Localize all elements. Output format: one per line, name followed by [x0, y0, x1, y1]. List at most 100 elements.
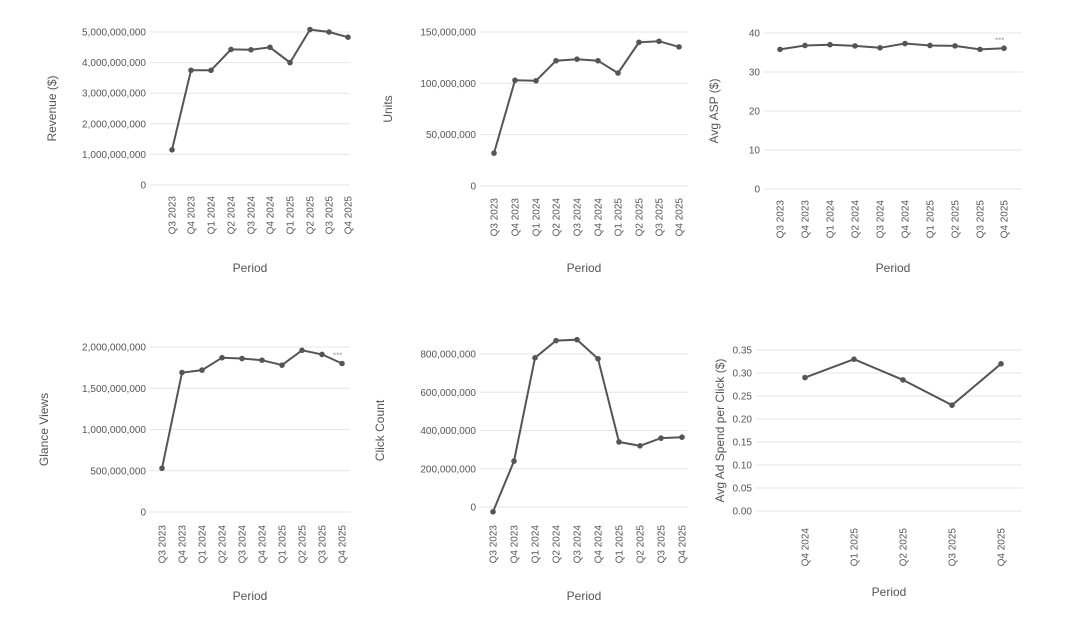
x-tick-label: Q3 2024 [238, 525, 249, 564]
y-tick-label: 2,000,000,000 [82, 119, 146, 130]
x-tick-label: Q3 2023 [158, 525, 169, 564]
data-point [326, 29, 332, 35]
data-point [532, 355, 538, 361]
data-point [307, 26, 313, 33]
x-tick-label: Q4 2024 [801, 528, 812, 567]
data-point [777, 46, 783, 53]
x-tick-label: Q2 2025 [635, 198, 646, 237]
x-tick-label: Q4 2024 [594, 525, 605, 564]
data-point [615, 70, 621, 76]
data-point [219, 354, 225, 361]
data-point [345, 34, 351, 41]
x-tick-label: Q1 2025 [926, 200, 937, 239]
x-tick-label: Q3 2023 [490, 198, 501, 237]
data-point [900, 377, 906, 383]
data-point [279, 362, 285, 368]
x-tick-label: Q3 2025 [318, 525, 329, 564]
y-tick-label: 3,000,000,000 [82, 89, 146, 100]
x-tick-label: Q1 2024 [532, 198, 543, 237]
x-tick-label: Q3 2025 [948, 528, 959, 567]
y-tick-label: 10 [749, 146, 761, 157]
data-point [319, 351, 325, 358]
data-point [179, 369, 185, 376]
data-point [902, 40, 908, 47]
x-tick-label: Q1 2025 [286, 196, 297, 235]
series-line [492, 338, 683, 513]
y-tick-label: 0 [470, 182, 476, 193]
data-point [228, 46, 234, 53]
data-point [553, 57, 559, 64]
y-tick-label: 0.20 [733, 415, 753, 426]
x-tick-label: Q4 2023 [178, 525, 189, 564]
x-tick-label: Q4 2023 [801, 200, 812, 239]
data-point [188, 67, 194, 74]
x-tick-label: Q2 2024 [851, 200, 862, 239]
data-point [802, 374, 808, 381]
y-tick-label: 0.10 [733, 461, 753, 472]
x-tick-label: Q4 2025 [675, 198, 686, 237]
y-tick-label: 500,000,000 [90, 466, 146, 477]
data-point [511, 458, 517, 464]
data-point [259, 357, 265, 364]
x-tick-label: Q3 2024 [573, 198, 584, 237]
data-point [199, 367, 205, 373]
y-axis-title: Units [381, 95, 395, 122]
y-axis-title: Avg Ad Spend per Click ($) [713, 359, 727, 503]
y-tick-label: 0.35 [733, 346, 753, 357]
series-line [493, 40, 680, 154]
data-point [574, 56, 580, 63]
x-tick-label: Q4 2023 [510, 525, 521, 564]
series-line [171, 28, 349, 151]
y-tick-label: 5,000,000,000 [82, 28, 146, 39]
data-point [676, 44, 682, 50]
data-point [208, 67, 214, 74]
y-tick-label: 30 [749, 68, 761, 79]
data-point [679, 434, 685, 440]
y-tick-label: 600,000,000 [420, 388, 476, 399]
y-tick-label: 0 [754, 185, 760, 196]
y-tick-label: 1,500,000,000 [82, 384, 146, 395]
series-line [161, 349, 343, 469]
x-tick-label: Q4 2023 [187, 196, 198, 235]
x-tick-label: Q3 2025 [655, 198, 666, 237]
x-tick-label: Q4 2024 [258, 525, 269, 564]
ellipsis-mark: ••• [333, 349, 342, 359]
data-point [248, 46, 254, 53]
x-tick-label: Q2 2024 [227, 196, 238, 235]
y-tick-label: 0.00 [733, 507, 753, 518]
x-tick-label: Q4 2025 [344, 196, 355, 235]
x-tick-label: Q2 2024 [218, 525, 229, 564]
y-tick-label: 0.15 [733, 438, 753, 449]
data-point [637, 443, 643, 449]
x-tick-label: Q4 2024 [594, 198, 605, 237]
x-tick-label: Q2 2025 [899, 528, 910, 567]
y-axis-title: Avg ASP ($) [707, 79, 721, 144]
x-tick-label: Q3 2025 [976, 200, 987, 239]
data-point [998, 361, 1004, 367]
data-point [267, 44, 273, 51]
y-tick-label: 0.05 [733, 484, 753, 495]
y-axis-title: Click Count [373, 399, 387, 461]
data-point [949, 402, 955, 409]
y-tick-label: 4,000,000,000 [82, 58, 146, 69]
x-tick-label: Q1 2024 [207, 196, 218, 235]
x-tick-label: Q1 2024 [531, 525, 542, 564]
data-point [952, 43, 958, 49]
data-point [636, 39, 642, 46]
data-point [169, 147, 175, 153]
y-tick-label: 200,000,000 [420, 464, 476, 475]
y-tick-label: 1,000,000,000 [82, 150, 146, 161]
x-tick-label: Q3 2025 [657, 525, 668, 564]
data-point [287, 59, 293, 66]
x-tick-label: Q1 2025 [615, 525, 626, 564]
x-tick-label: Q3 2024 [876, 200, 887, 239]
data-point [802, 42, 808, 49]
y-tick-label: 150,000,000 [420, 28, 476, 39]
data-point [512, 77, 518, 84]
y-tick-label: 400,000,000 [420, 426, 476, 437]
data-point [553, 337, 559, 344]
data-point [977, 46, 983, 53]
y-tick-label: 40 [749, 29, 761, 40]
data-point [490, 508, 496, 515]
x-tick-label: Q1 2024 [826, 200, 837, 239]
